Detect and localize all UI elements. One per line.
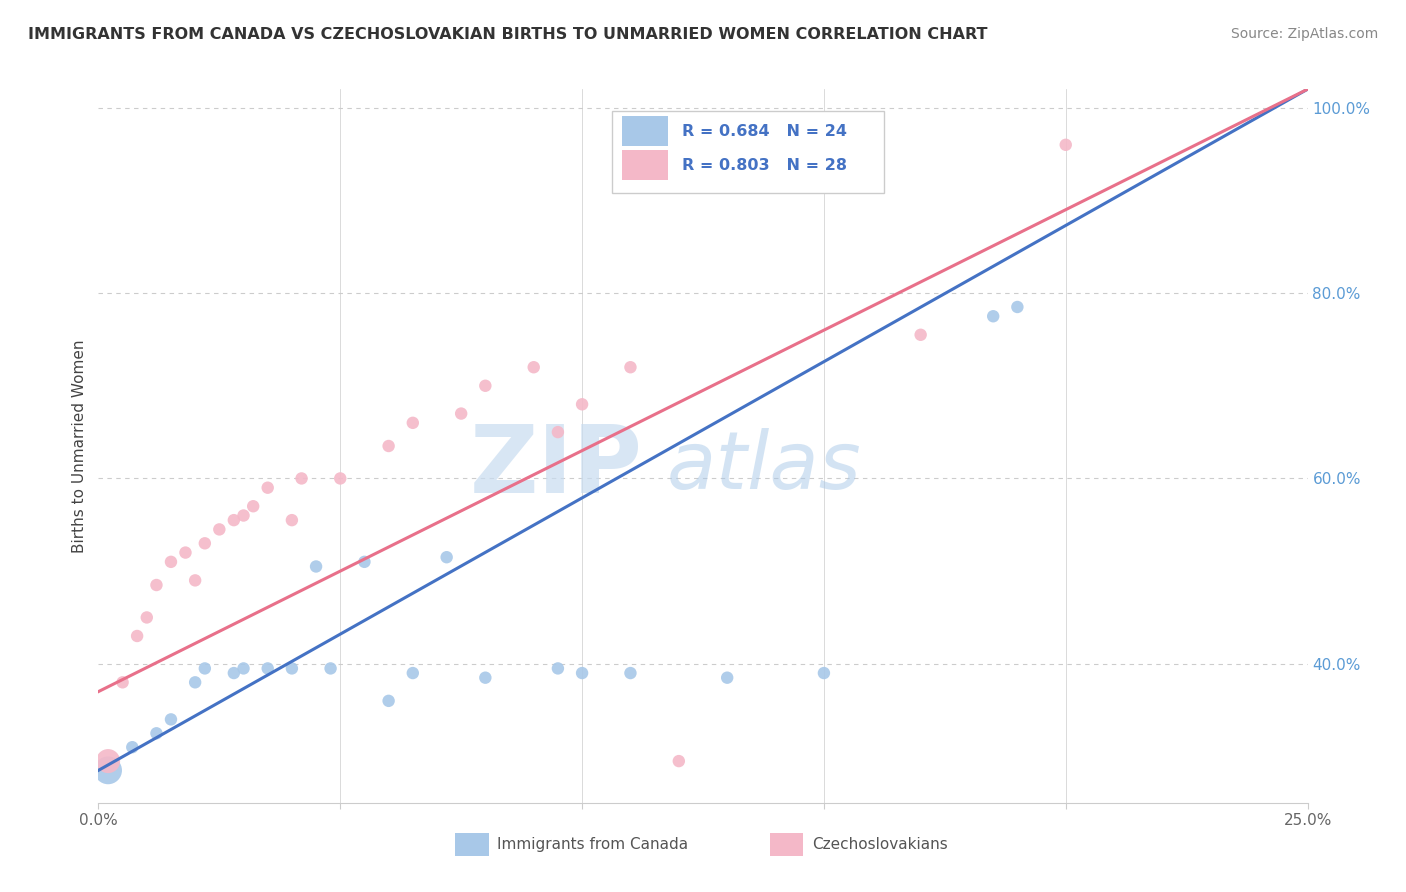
- Point: [1054, 137, 1077, 152]
- FancyBboxPatch shape: [613, 111, 884, 193]
- Point: [111, 675, 134, 690]
- Point: [474, 378, 496, 392]
- FancyBboxPatch shape: [621, 150, 668, 180]
- Point: [174, 545, 197, 559]
- Point: [571, 397, 593, 411]
- Point: [242, 500, 264, 514]
- Point: [377, 694, 399, 708]
- Point: [571, 666, 593, 681]
- Point: [97, 764, 120, 778]
- Point: [145, 726, 167, 740]
- Point: [232, 661, 254, 675]
- FancyBboxPatch shape: [621, 116, 668, 145]
- Point: [145, 578, 167, 592]
- Text: Immigrants from Canada: Immigrants from Canada: [498, 838, 689, 853]
- Point: [121, 740, 143, 755]
- Point: [716, 671, 738, 685]
- Point: [329, 471, 352, 485]
- Point: [281, 661, 304, 675]
- Point: [474, 671, 496, 685]
- Point: [281, 513, 304, 527]
- Point: [436, 550, 458, 565]
- Point: [305, 559, 328, 574]
- Point: [97, 754, 120, 768]
- Point: [910, 327, 932, 342]
- Point: [353, 555, 375, 569]
- Point: [668, 754, 690, 768]
- Point: [619, 666, 641, 681]
- Point: [208, 523, 231, 537]
- Point: [127, 629, 149, 643]
- Point: [222, 666, 245, 681]
- Text: ZIP: ZIP: [470, 421, 643, 514]
- Point: [547, 661, 569, 675]
- Point: [184, 675, 207, 690]
- Point: [160, 712, 183, 726]
- Point: [160, 555, 183, 569]
- Text: R = 0.684   N = 24: R = 0.684 N = 24: [682, 124, 848, 139]
- FancyBboxPatch shape: [456, 833, 489, 856]
- Point: [232, 508, 254, 523]
- Point: [256, 661, 278, 675]
- Point: [402, 416, 425, 430]
- Point: [981, 310, 1004, 324]
- Point: [1007, 300, 1029, 314]
- Point: [377, 439, 399, 453]
- Point: [813, 666, 835, 681]
- Point: [256, 481, 278, 495]
- FancyBboxPatch shape: [769, 833, 803, 856]
- Text: Source: ZipAtlas.com: Source: ZipAtlas.com: [1230, 27, 1378, 41]
- Text: atlas: atlas: [666, 428, 862, 507]
- Text: IMMIGRANTS FROM CANADA VS CZECHOSLOVAKIAN BIRTHS TO UNMARRIED WOMEN CORRELATION : IMMIGRANTS FROM CANADA VS CZECHOSLOVAKIA…: [28, 27, 987, 42]
- Text: Czechoslovakians: Czechoslovakians: [811, 838, 948, 853]
- Point: [194, 661, 217, 675]
- Point: [194, 536, 217, 550]
- Point: [290, 471, 312, 485]
- Point: [547, 425, 569, 439]
- Point: [135, 610, 157, 624]
- Text: R = 0.803   N = 28: R = 0.803 N = 28: [682, 158, 848, 173]
- Point: [619, 360, 641, 375]
- Point: [523, 360, 546, 375]
- Point: [222, 513, 245, 527]
- Point: [184, 574, 207, 588]
- Point: [402, 666, 425, 681]
- Y-axis label: Births to Unmarried Women: Births to Unmarried Women: [72, 339, 87, 553]
- Point: [450, 407, 472, 421]
- Point: [319, 661, 342, 675]
